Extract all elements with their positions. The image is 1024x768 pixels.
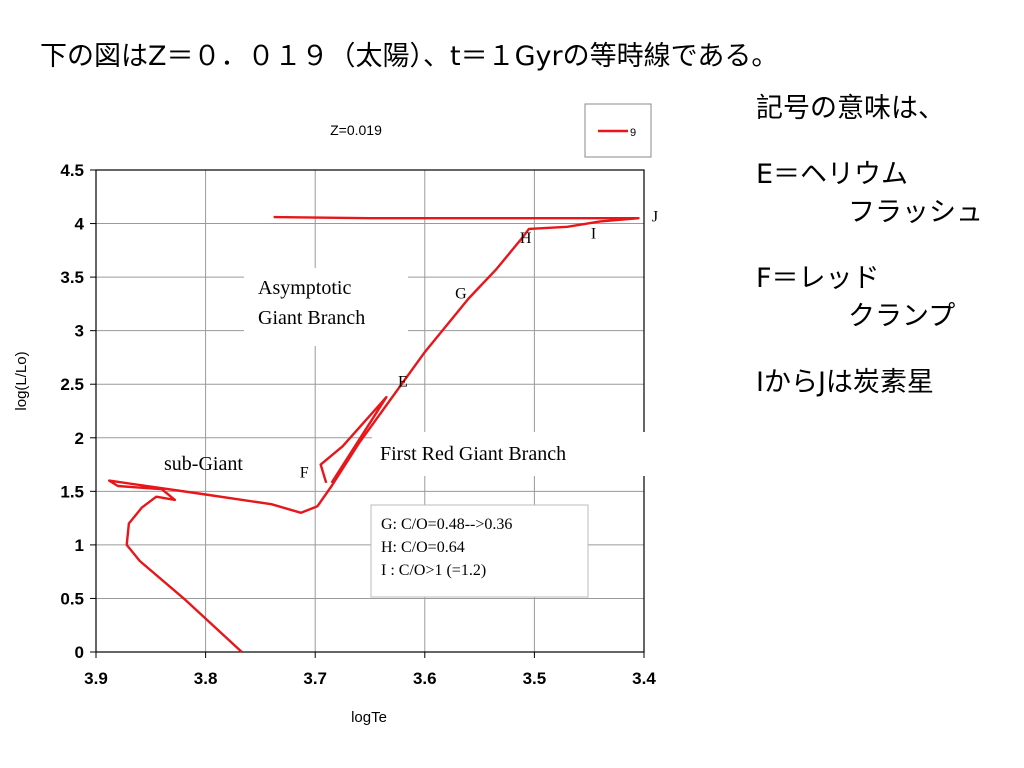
note-e-line2: フラッシュ [848, 197, 983, 228]
point-label-F: F [300, 464, 309, 481]
legend-label-9: 9 [630, 127, 636, 139]
axis-ticks: 3.9 3.8 3.7 3.6 3.5 3.4 0 0.5 1 1.5 2 2.5 3 3.5 4 4.5 [60, 161, 656, 688]
co-ratio-g: G: C/O=0.48-->0.36 [381, 516, 512, 533]
red-clump-loop [319, 395, 388, 484]
slide-title: 下の図はZ＝０．０１９（太陽）、t＝１Gyrの等時線である。 [40, 41, 779, 72]
co-ratio-i: I : C/O>1 (=1.2) [381, 562, 486, 579]
co-ratio-box [370, 504, 589, 598]
plot-frame [95, 169, 645, 653]
notes-heading: 記号の意味は、 [756, 93, 945, 124]
x-axis-label: logTe [351, 709, 387, 726]
subgiant-label: sub-Giant [164, 453, 243, 475]
y-tick-label: 1.5 [60, 482, 84, 501]
agb-label-line2: Giant Branch [258, 307, 365, 329]
x-tick-label: 3.7 [303, 669, 327, 688]
y-axis-label: log(L/Lo) [13, 351, 30, 410]
rgb-label-box [372, 432, 652, 476]
y-tick-label: 4.5 [60, 161, 84, 180]
agb-label-box [244, 268, 408, 346]
y-tick-label: 0.5 [60, 589, 84, 608]
isochrone-line-9 [107, 215, 640, 653]
x-tick-label: 3.9 [84, 669, 108, 688]
point-label-G: G [455, 286, 467, 303]
series-layer [107, 215, 640, 653]
x-tick-label: 3.5 [523, 669, 547, 688]
rgb-label: First Red Giant Branch [380, 443, 566, 465]
point-label-I: I [591, 226, 596, 243]
agb-label-line1: Asymptotic [258, 277, 351, 299]
chart-title: Z=0.019 [330, 122, 382, 138]
point-label-H: H [520, 230, 532, 247]
y-tick-label: 2 [75, 429, 84, 448]
x-tick-label: 3.6 [413, 669, 437, 688]
y-tick-label: 3.5 [60, 268, 84, 287]
point-label-J: J [652, 208, 658, 225]
symbol-notes: 記号の意味は、 E＝ヘリウム フラッシュ F＝レッド クランプ IからJは炭素星 [756, 90, 983, 402]
y-tick-label: 0 [75, 643, 84, 662]
note-ij-line: IからJは炭素星 [756, 367, 934, 398]
note-e-line1: E＝ヘリウム [756, 159, 909, 190]
co-ratio-h: H: C/O=0.64 [381, 539, 465, 556]
y-tick-label: 4 [75, 215, 85, 234]
note-f-line2: クランプ [848, 301, 956, 332]
x-tick-label: 3.4 [632, 669, 656, 688]
y-tick-label: 1 [75, 536, 84, 555]
note-f-line1: F＝レッド [756, 263, 880, 294]
y-tick-label: 3 [75, 322, 84, 341]
x-tick-label: 3.8 [194, 669, 218, 688]
point-labels: J I H G E F [300, 208, 658, 481]
point-label-E: E [398, 373, 408, 390]
y-tick-label: 2.5 [60, 375, 84, 394]
